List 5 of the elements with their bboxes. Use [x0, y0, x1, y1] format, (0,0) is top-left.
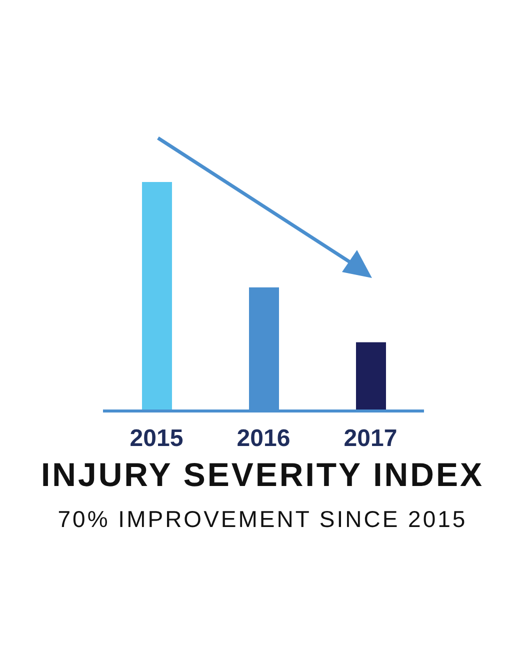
x-tick-label: 2016 — [236, 425, 290, 452]
text: INJURY SEVERITY INDEX — [40, 456, 485, 494]
x-tick-label: 2017 — [344, 425, 398, 452]
text: 70% IMPROVEMENT SINCE 2015 — [56, 506, 468, 533]
x-tick-label: 2015 — [130, 425, 184, 452]
